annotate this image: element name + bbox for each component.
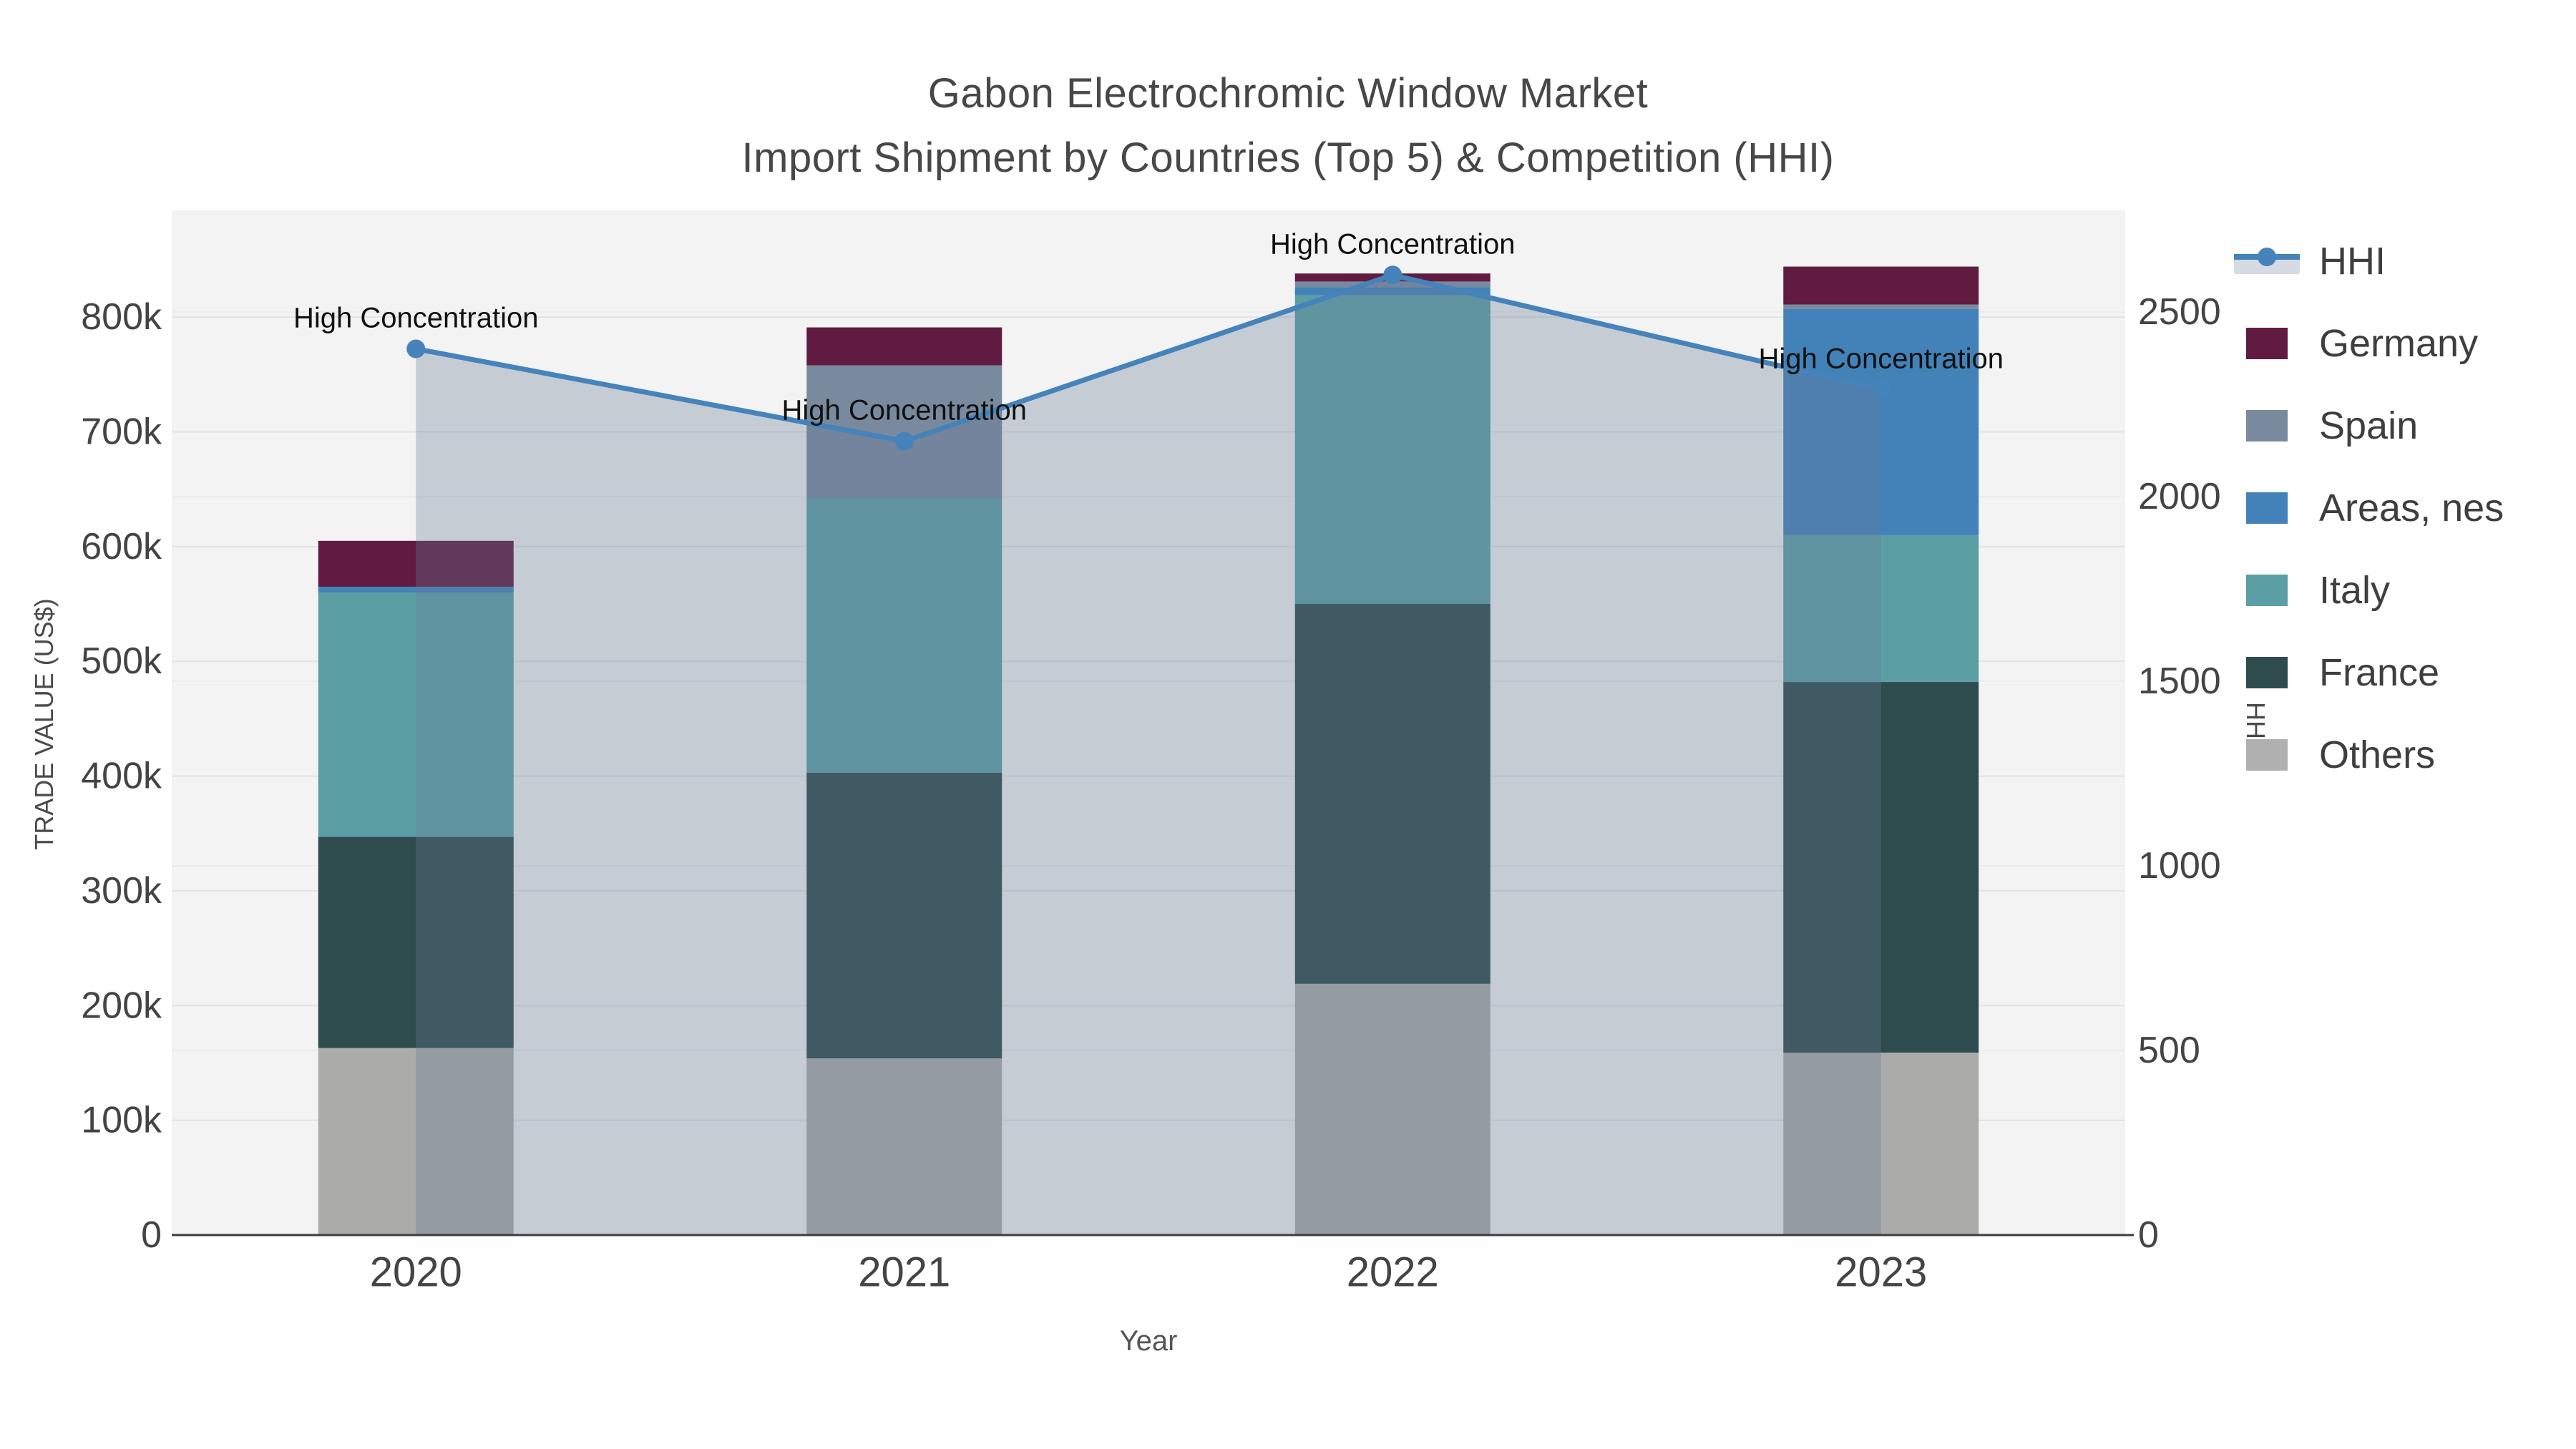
hhi-line [415, 272, 1882, 444]
bar-segment-germany-2020[interactable] [318, 540, 514, 587]
legend-item-france[interactable]: France [2233, 650, 2504, 695]
france-swatch-icon [2245, 657, 2288, 688]
bar-segment-italy-2020[interactable] [318, 592, 514, 837]
y-tick-label: 300k [81, 870, 162, 912]
bar-segment-others-2021[interactable] [806, 1058, 1002, 1235]
y-axis-title: TRADE VALUE (US$) [29, 598, 59, 850]
germany-swatch-icon [2245, 328, 2288, 359]
bar-segment-italy-2022[interactable] [1294, 295, 1491, 605]
bar-segment-others-2022[interactable] [1294, 983, 1491, 1235]
bar-segment-areas-nes-2023[interactable] [1783, 308, 1979, 535]
italy-swatch-icon [2245, 575, 2288, 606]
y-tick-label: 800k [81, 296, 162, 338]
others-swatch-icon [2245, 739, 2288, 771]
bar-segment-others-2020[interactable] [318, 1048, 514, 1235]
legend: HHI Germany Spain Areas, nes Italy Franc… [2233, 239, 2504, 777]
legend-item-others[interactable]: Others [2233, 733, 2504, 777]
bar-segment-areas-nes-2022[interactable] [1294, 287, 1491, 296]
y-tick-label: 0 [141, 1214, 162, 1256]
bar-segment-germany-2021[interactable] [806, 327, 1002, 366]
legend-label: France [2319, 651, 2440, 694]
hhi-area-fill [416, 275, 1881, 1236]
legend-item-italy[interactable]: Italy [2233, 568, 2504, 613]
bar-segment-italy-2021[interactable] [806, 498, 1002, 773]
chart-title: Gabon Electrochromic Window Market Impor… [0, 62, 2576, 190]
legend-label: Italy [2319, 569, 2391, 612]
hhi-marker-2022[interactable] [1383, 265, 1402, 285]
x-axis-title: Year [1119, 1325, 1178, 1357]
areas-nes-swatch-icon [2245, 492, 2288, 524]
annotation-high-concentration-2023: High Concentration [1759, 343, 2004, 374]
y2-tick-label: 1500 [2138, 660, 2221, 702]
spain-swatch-icon [2245, 410, 2288, 441]
hhi-marker-2021[interactable] [894, 431, 914, 451]
bar-segment-spain-2021[interactable] [806, 365, 1002, 499]
annotation-high-concentration-2020: High Concentration [293, 303, 538, 334]
legend-label: Areas, nes [2319, 487, 2504, 530]
legend-label: HHI [2319, 240, 2386, 283]
legend-item-areas-nes[interactable]: Areas, nes [2233, 486, 2504, 530]
x-tick-label-2023[interactable]: 2023 [1835, 1249, 1927, 1296]
legend-label: Germany [2319, 322, 2479, 365]
bar-segment-spain-2022[interactable] [1294, 281, 1491, 288]
legend-item-hhi[interactable]: HHI [2233, 239, 2504, 283]
legend-item-spain[interactable]: Spain [2233, 404, 2504, 448]
hhi-marker-2023[interactable] [1871, 380, 1890, 399]
y2-tick-label: 500 [2138, 1030, 2200, 1071]
y-tick-label: 400k [81, 756, 162, 797]
bar-segment-italy-2023[interactable] [1783, 535, 1979, 683]
x-tick-label-2020[interactable]: 2020 [370, 1249, 462, 1296]
y2-tick-label: 0 [2138, 1214, 2159, 1256]
bar-segment-france-2021[interactable] [806, 772, 1002, 1059]
y-tick-label: 700k [81, 411, 162, 452]
y2-tick-label: 2000 [2138, 476, 2221, 517]
chart-title-line2: Import Shipment by Countries (Top 5) & C… [741, 135, 1835, 181]
x-tick-label-2021[interactable]: 2021 [858, 1249, 950, 1296]
legend-item-germany[interactable]: Germany [2233, 321, 2504, 366]
bar-segment-others-2023[interactable] [1783, 1053, 1979, 1235]
bar-segment-france-2022[interactable] [1294, 604, 1491, 984]
hhi-line-swatch-icon [2233, 245, 2301, 277]
chart-title-line1: Gabon Electrochromic Window Market [927, 70, 1649, 117]
annotation-high-concentration-2021: High Concentration [782, 395, 1027, 426]
bar-segment-france-2023[interactable] [1783, 682, 1979, 1053]
y-tick-label: 200k [81, 985, 162, 1026]
legend-label: Spain [2319, 404, 2419, 447]
bar-segment-areas-nes-2020[interactable] [318, 586, 514, 592]
y2-tick-label: 2500 [2138, 291, 2221, 333]
y-tick-label: 600k [81, 526, 162, 567]
y2-tick-label: 1000 [2138, 845, 2221, 887]
annotation-high-concentration-2022: High Concentration [1270, 228, 1515, 260]
y-tick-label: 500k [81, 640, 162, 682]
y-tick-label: 100k [81, 1100, 162, 1141]
x-tick-label-2022[interactable]: 2022 [1347, 1249, 1439, 1296]
hhi-marker-2020[interactable] [406, 339, 426, 358]
legend-label: Others [2319, 733, 2436, 776]
bar-segment-france-2020[interactable] [318, 836, 514, 1048]
bar-segment-spain-2023[interactable] [1783, 304, 1979, 309]
bar-segment-germany-2023[interactable] [1783, 266, 1979, 305]
